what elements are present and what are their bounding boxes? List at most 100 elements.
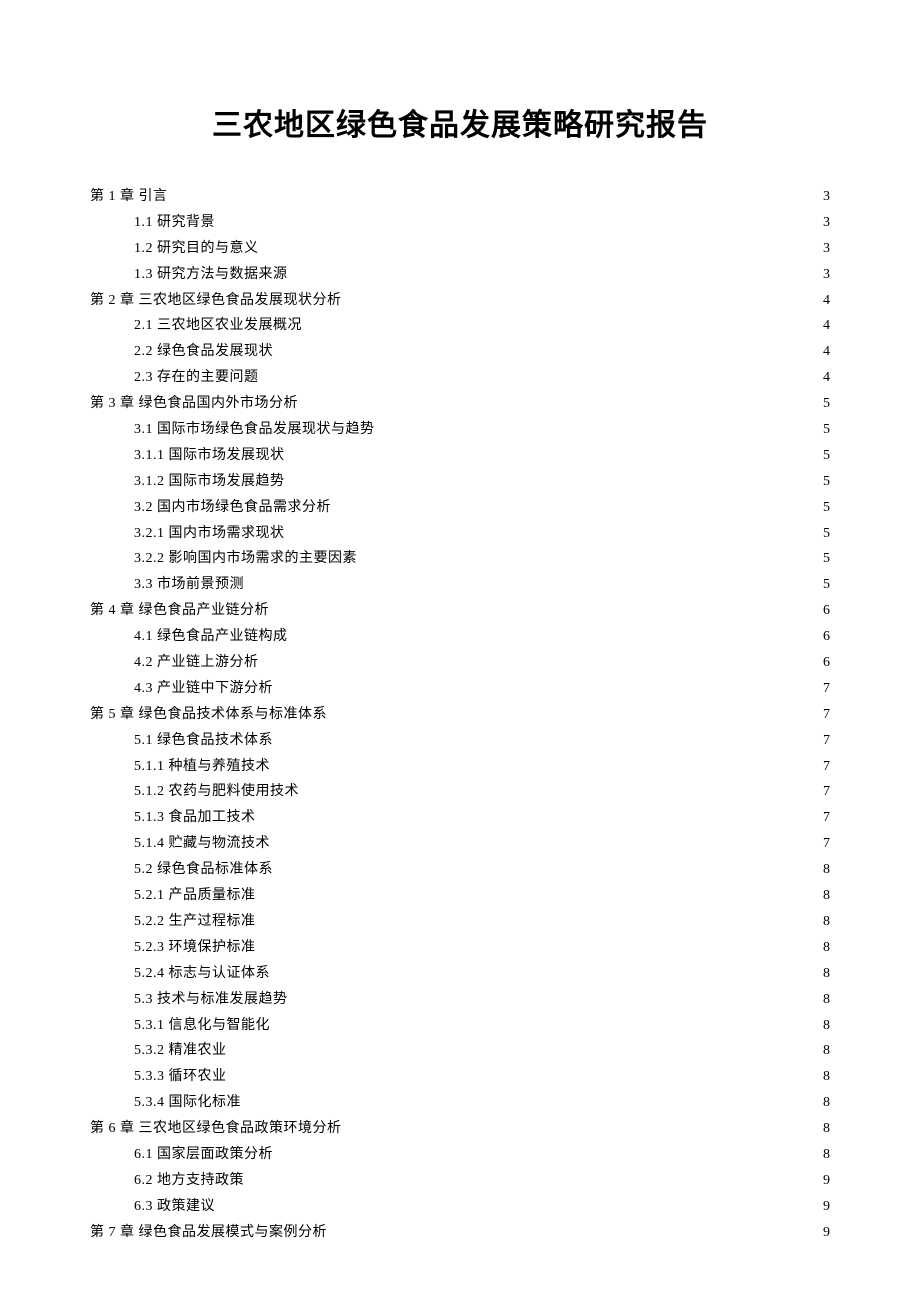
- toc-entry[interactable]: 4.3 产业链中下游分析 7: [90, 676, 830, 702]
- toc-entry[interactable]: 1.3 研究方法与数据来源 3: [90, 262, 830, 288]
- toc-entry-page: 8: [823, 1013, 830, 1039]
- toc-entry[interactable]: 5.1.2 农药与肥料使用技术7: [90, 779, 830, 805]
- toc-entry-label: 5.1.4 贮藏与物流技术: [134, 831, 270, 857]
- toc-entry-page: 3: [823, 236, 830, 262]
- toc-entry[interactable]: 3.3 市场前景预测5: [90, 572, 830, 598]
- toc-entry-label: 第 1 章 引言: [90, 184, 168, 210]
- toc-entry-label: 5.2.4 标志与认证体系: [134, 961, 270, 987]
- toc-entry-label: 5.1.3 食品加工技术: [134, 805, 256, 831]
- toc-entry[interactable]: 2.2 绿色食品发展现状 4: [90, 339, 830, 365]
- toc-entry[interactable]: 2.3 存在的主要问题4: [90, 365, 830, 391]
- toc-entry[interactable]: 5.2.3 环境保护标准 8: [90, 935, 830, 961]
- toc-entry-page: 5: [823, 572, 830, 598]
- toc-entry-label: 2.2 绿色食品发展现状: [134, 339, 273, 365]
- toc-entry[interactable]: 5.2.2 生产过程标准 8: [90, 909, 830, 935]
- toc-entry-label: 第 2 章 三农地区绿色食品发展现状分析: [90, 288, 342, 314]
- toc-entry[interactable]: 5.1.1 种植与养殖技术7: [90, 754, 830, 780]
- toc-entry[interactable]: 3.2.2 影响国内市场需求的主要因素5: [90, 546, 830, 572]
- toc-entry-page: 7: [823, 728, 830, 754]
- toc-entry-label: 6.3 政策建议: [134, 1194, 215, 1220]
- toc-entry[interactable]: 6.3 政策建议9: [90, 1194, 830, 1220]
- toc-entry-label: 4.1 绿色食品产业链构成: [134, 624, 288, 650]
- toc-entry-label: 3.1 国际市场绿色食品发展现状与趋势: [134, 417, 375, 443]
- toc-entry-label: 4.3 产业链中下游分析: [134, 676, 273, 702]
- toc-entry-label: 1.1 研究背景: [134, 210, 215, 236]
- toc-entry-label: 5.1 绿色食品技术体系: [134, 728, 273, 754]
- toc-entry-page: 3: [823, 262, 830, 288]
- toc-entry[interactable]: 5.2 绿色食品标准体系 8: [90, 857, 830, 883]
- toc-entry-label: 2.3 存在的主要问题: [134, 365, 259, 391]
- toc-entry-label: 5.3.2 精准农业: [134, 1038, 227, 1064]
- toc-entry[interactable]: 3.1.2 国际市场发展趋势5: [90, 469, 830, 495]
- toc-entry[interactable]: 第 3 章 绿色食品国内外市场分析5: [90, 391, 830, 417]
- toc-entry-label: 3.2.1 国内市场需求现状: [134, 521, 285, 547]
- toc-entry[interactable]: 第 5 章 绿色食品技术体系与标准体系7: [90, 702, 830, 728]
- toc-entry-page: 4: [823, 288, 830, 314]
- toc-entry-page: 5: [823, 546, 830, 572]
- toc-entry-label: 5.3.1 信息化与智能化: [134, 1013, 270, 1039]
- toc-entry-page: 7: [823, 676, 830, 702]
- toc-entry-label: 2.1 三农地区农业发展概况: [134, 313, 302, 339]
- toc-entry-page: 4: [823, 339, 830, 365]
- toc-entry-page: 8: [823, 909, 830, 935]
- toc-entry[interactable]: 5.3 技术与标准发展趋势8: [90, 987, 830, 1013]
- toc-entry-label: 第 7 章 绿色食品发展模式与案例分析: [90, 1220, 327, 1246]
- toc-entry[interactable]: 4.1 绿色食品产业链构成 6: [90, 624, 830, 650]
- toc-entry[interactable]: 5.2.1 产品质量标准8: [90, 883, 830, 909]
- toc-entry[interactable]: 5.3.1 信息化与智能化 8: [90, 1013, 830, 1039]
- toc-entry-page: 9: [823, 1168, 830, 1194]
- toc-entry-label: 3.1.2 国际市场发展趋势: [134, 469, 285, 495]
- toc-entry[interactable]: 5.3.2 精准农业8: [90, 1038, 830, 1064]
- toc-entry-page: 6: [823, 650, 830, 676]
- toc-entry-page: 6: [823, 624, 830, 650]
- toc-entry-page: 8: [823, 1090, 830, 1116]
- toc-entry-page: 7: [823, 702, 830, 728]
- toc-entry-page: 3: [823, 184, 830, 210]
- toc-entry[interactable]: 1.2 研究目的与意义3: [90, 236, 830, 262]
- toc-entry[interactable]: 6.1 国家层面政策分析 8: [90, 1142, 830, 1168]
- toc-entry-label: 3.1.1 国际市场发展现状: [134, 443, 285, 469]
- toc-entry[interactable]: 3.1.1 国际市场发展现状 5: [90, 443, 830, 469]
- toc-entry[interactable]: 3.2.1 国内市场需求现状5: [90, 521, 830, 547]
- toc-entry[interactable]: 5.2.4 标志与认证体系8: [90, 961, 830, 987]
- toc-entry-label: 6.1 国家层面政策分析: [134, 1142, 273, 1168]
- toc-entry-label: 5.1.2 农药与肥料使用技术: [134, 779, 299, 805]
- toc-entry[interactable]: 5.1.4 贮藏与物流技术7: [90, 831, 830, 857]
- toc-entry[interactable]: 5.1 绿色食品技术体系 7: [90, 728, 830, 754]
- toc-entry[interactable]: 3.1 国际市场绿色食品发展现状与趋势5: [90, 417, 830, 443]
- toc-entry[interactable]: 5.1.3 食品加工技术7: [90, 805, 830, 831]
- toc-entry-label: 5.3.4 国际化标准: [134, 1090, 241, 1116]
- toc-entry-page: 5: [823, 391, 830, 417]
- toc-entry-label: 5.1.1 种植与养殖技术: [134, 754, 270, 780]
- toc-entry-page: 8: [823, 857, 830, 883]
- toc-entry-label: 5.2.2 生产过程标准: [134, 909, 256, 935]
- toc-entry-label: 5.2 绿色食品标准体系: [134, 857, 273, 883]
- toc-entry[interactable]: 第 1 章 引言 3: [90, 184, 830, 210]
- toc-entry-page: 5: [823, 495, 830, 521]
- toc-entry-page: 8: [823, 987, 830, 1013]
- toc-entry-page: 5: [823, 443, 830, 469]
- toc-entry[interactable]: 3.2 国内市场绿色食品需求分析5: [90, 495, 830, 521]
- toc-entry-page: 8: [823, 935, 830, 961]
- toc-entry-label: 6.2 地方支持政策: [134, 1168, 244, 1194]
- toc-entry-page: 4: [823, 313, 830, 339]
- toc-entry-label: 5.2.3 环境保护标准: [134, 935, 256, 961]
- toc-entry[interactable]: 第 7 章 绿色食品发展模式与案例分析 9: [90, 1220, 830, 1246]
- toc-entry-page: 8: [823, 883, 830, 909]
- toc-entry[interactable]: 2.1 三农地区农业发展概况 4: [90, 313, 830, 339]
- toc-entry[interactable]: 6.2 地方支持政策 9: [90, 1168, 830, 1194]
- toc-entry-label: 1.3 研究方法与数据来源: [134, 262, 288, 288]
- document-title: 三农地区绿色食品发展策略研究报告: [90, 100, 830, 144]
- toc-entry[interactable]: 5.3.3 循环农业8: [90, 1064, 830, 1090]
- toc-entry-page: 8: [823, 1142, 830, 1168]
- toc-entry[interactable]: 5.3.4 国际化标准 8: [90, 1090, 830, 1116]
- toc-entry-label: 4.2 产业链上游分析: [134, 650, 259, 676]
- toc-entry[interactable]: 1.1 研究背景3: [90, 210, 830, 236]
- toc-entry[interactable]: 第 2 章 三农地区绿色食品发展现状分析 4: [90, 288, 830, 314]
- toc-entry[interactable]: 4.2 产业链上游分析 6: [90, 650, 830, 676]
- table-of-contents: 第 1 章 引言31.1 研究背景31.2 研究目的与意义31.3 研究方法与数…: [90, 184, 830, 1246]
- toc-entry[interactable]: 第 6 章 三农地区绿色食品政策环境分析8: [90, 1116, 830, 1142]
- toc-entry-label: 第 4 章 绿色食品产业链分析: [90, 598, 269, 624]
- toc-entry[interactable]: 第 4 章 绿色食品产业链分析6: [90, 598, 830, 624]
- toc-entry-page: 9: [823, 1220, 830, 1246]
